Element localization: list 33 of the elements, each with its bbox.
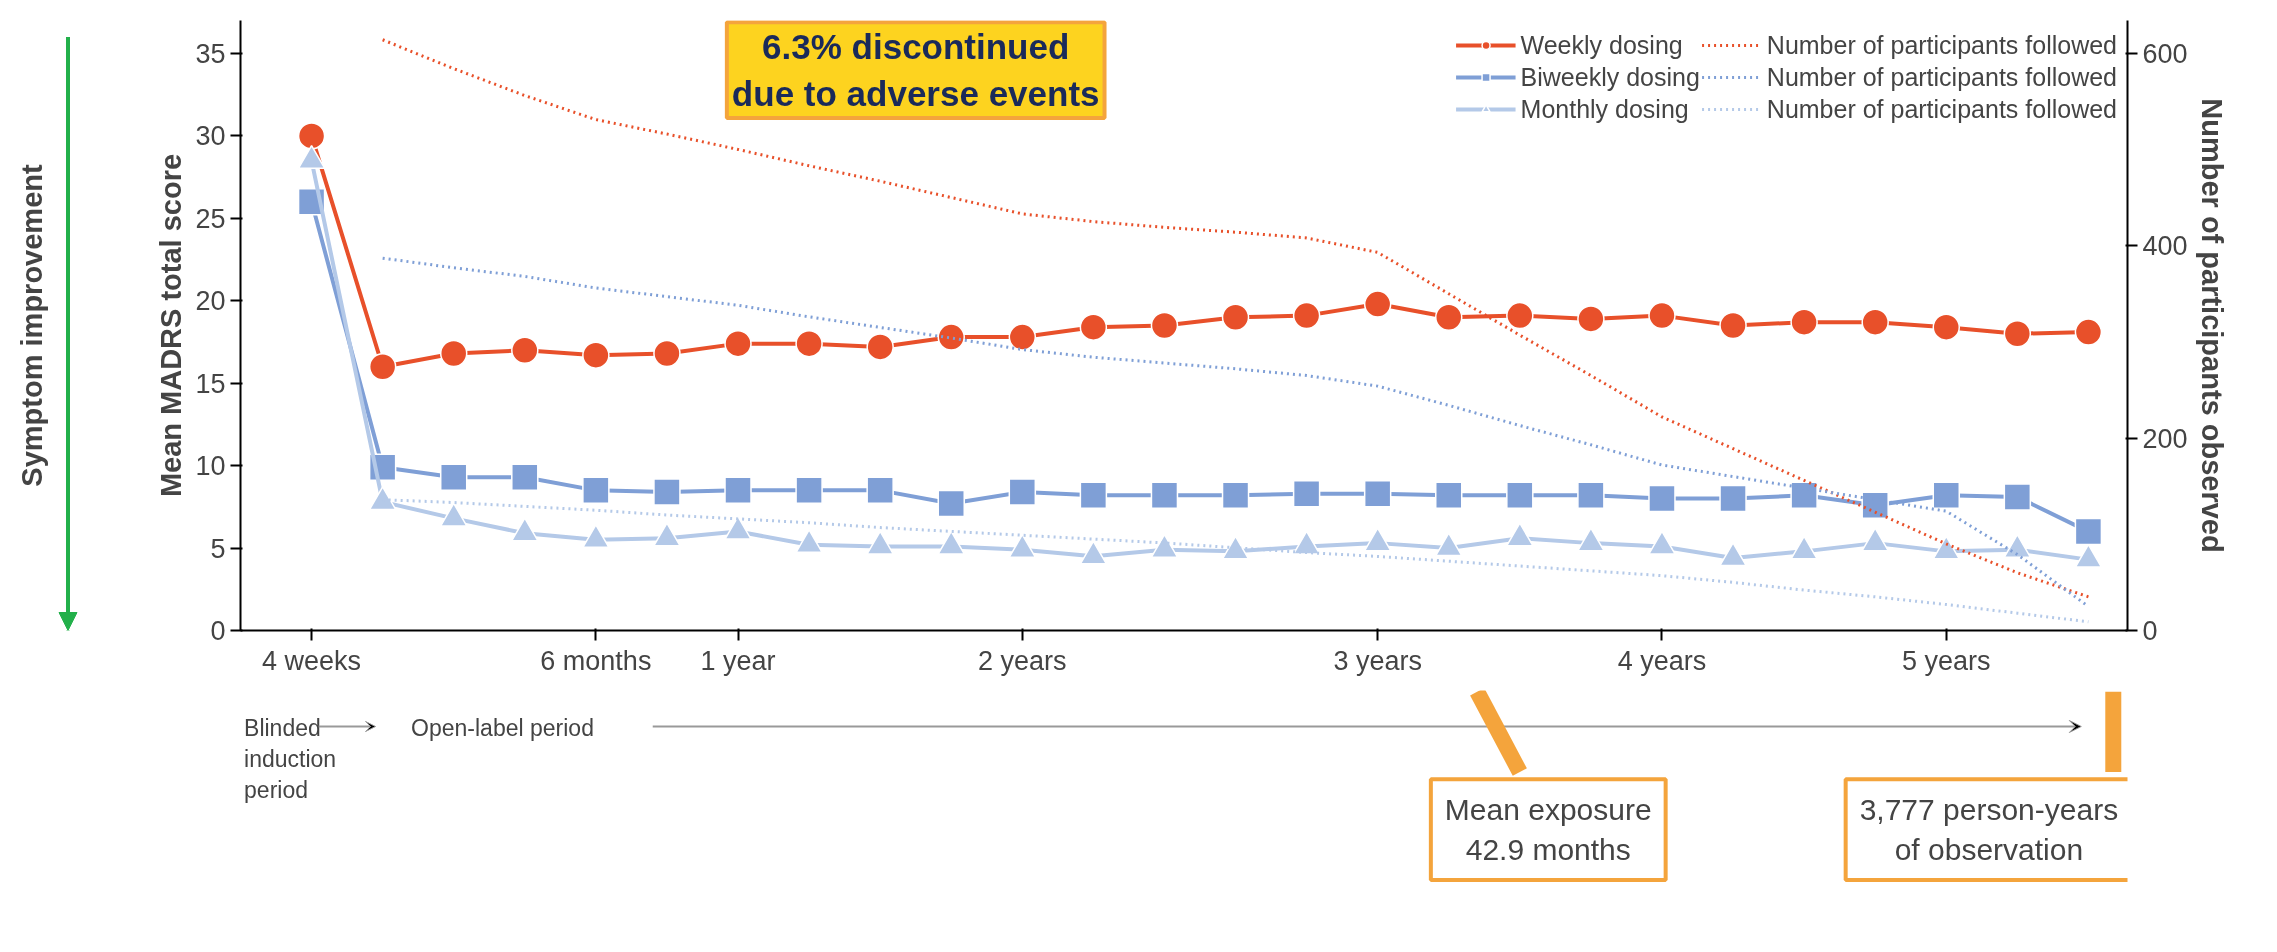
y-tick-label: 10 <box>195 451 226 482</box>
text: Open-label period <box>411 714 594 741</box>
text: 3,777 person-years of observation <box>1859 793 2119 866</box>
legend-label: Number of participants followed <box>1766 62 2117 92</box>
text: Symptom improvement <box>16 164 48 487</box>
legend-label: Biweekly dosing <box>1520 62 1700 92</box>
y-tick-label: 35 <box>195 38 226 69</box>
x-tick-label: 5 years <box>1901 645 1991 676</box>
x-tick-label: 3 years <box>1333 645 1422 676</box>
y-tick-label: 20 <box>195 286 226 317</box>
legend-label: Monthly dosing <box>1520 94 1689 124</box>
y2-tick-label: 0 <box>2142 616 2158 646</box>
y2-tick-label: 200 <box>2142 423 2188 454</box>
legend-label: Number of participants followed <box>1766 30 2117 60</box>
y-axis-title: Mean MADRS total score <box>155 153 188 498</box>
y2-axis-title: Number of participants observed <box>2195 98 2228 553</box>
legend-label: Number of participants followed <box>1766 94 2117 124</box>
y2-tick-label: 400 <box>2142 231 2188 262</box>
annotation: 6.3% discontinued due to adverse events <box>731 27 1100 113</box>
x-tick-label: 4 weeks <box>262 645 362 676</box>
x-tick-label: 6 months <box>540 645 652 676</box>
y-tick-label: 15 <box>195 368 226 399</box>
text: Mean exposure 42.9 months <box>1444 793 1652 866</box>
legend-label: Weekly dosing <box>1520 30 1683 60</box>
y-tick-label: 25 <box>195 203 226 234</box>
y-tick-label: 5 <box>210 533 226 564</box>
y2-tick-label: 600 <box>2142 38 2188 69</box>
text: Blinded induction period <box>244 714 337 803</box>
y-tick-label: 0 <box>210 616 226 646</box>
x-tick-label: 2 years <box>978 645 1067 676</box>
y-tick-label: 30 <box>195 121 226 152</box>
x-tick-label: 4 years <box>1617 645 1707 676</box>
x-tick-label: 1 year <box>700 645 776 676</box>
